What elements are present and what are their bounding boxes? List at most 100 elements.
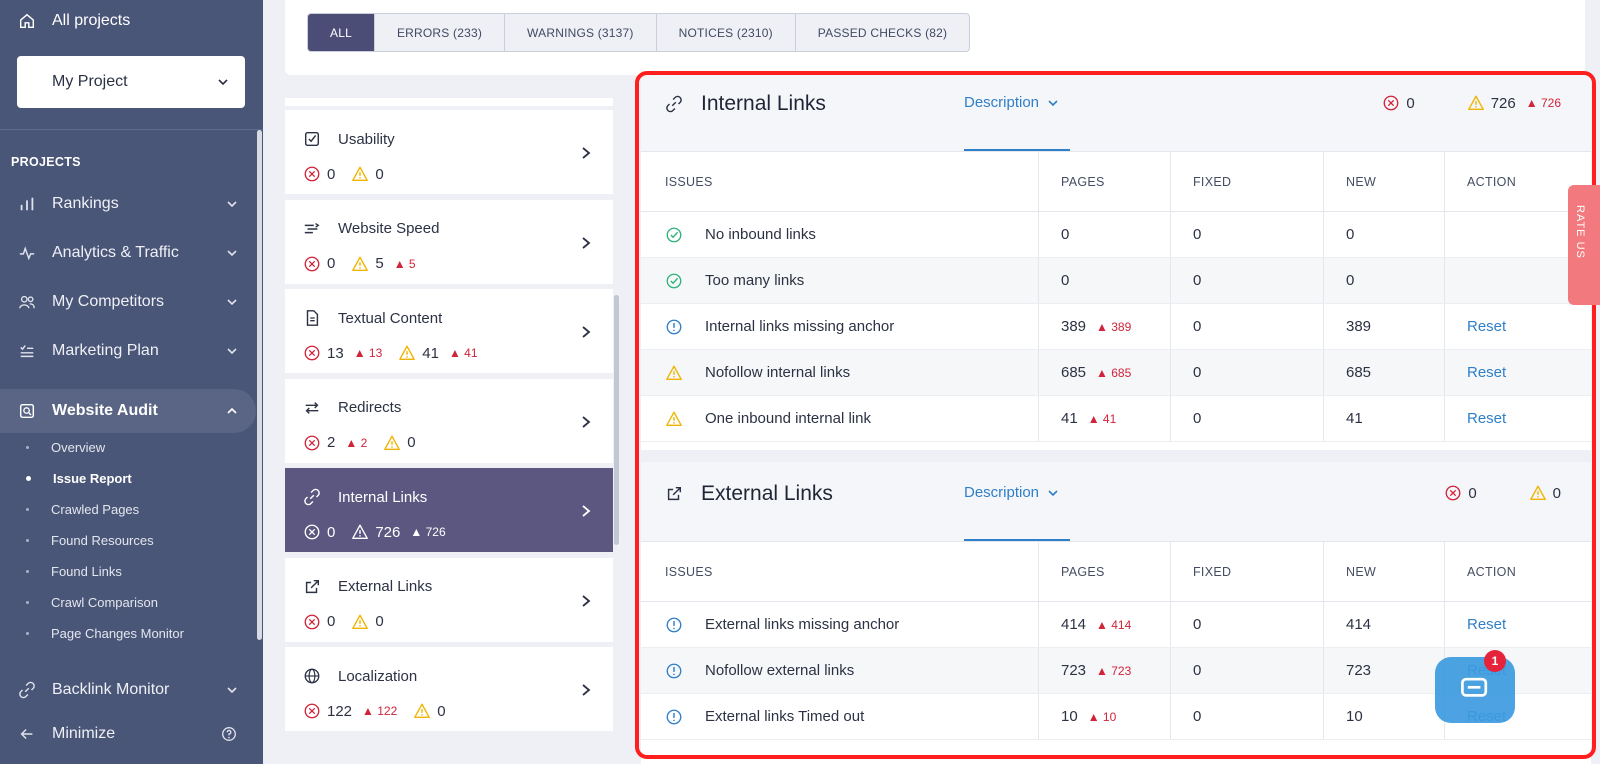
warnings-stat: 0 — [383, 434, 416, 452]
errors-new-count: ▲ 13 — [353, 346, 383, 360]
category-title: External Links — [303, 578, 432, 596]
sidebar-item-backlink-monitor[interactable]: Backlink Monitor — [0, 668, 256, 712]
category-stats: 2 ▲ 2 0 — [303, 434, 432, 452]
sidebar-subitem-found-links[interactable]: Found Links — [26, 564, 122, 579]
reset-link[interactable]: Reset — [1467, 410, 1507, 427]
error-icon — [304, 166, 320, 182]
pages-new-value: 41 — [1102, 411, 1117, 426]
category-item[interactable]: Localization 122 ▲ 122 0 — [285, 647, 613, 731]
table-row: External links missing anchor 414 ▲ 414 0… — [641, 602, 1591, 648]
sidebar-subitem-issue-report[interactable]: Issue Report — [26, 471, 132, 486]
external-link-icon — [667, 486, 682, 501]
sidebar-subitem-page-changes-monitor[interactable]: Page Changes Monitor — [26, 626, 184, 641]
pages-count: 41 — [1061, 410, 1078, 427]
checklist-icon — [20, 345, 34, 358]
description-toggle[interactable]: Description — [964, 484, 1059, 501]
pages-new-value: 414 — [1111, 617, 1132, 632]
all-projects-link[interactable]: All projects — [18, 12, 130, 30]
category-title-text: Localization — [338, 667, 418, 685]
category-list-scrollbar[interactable] — [614, 295, 619, 545]
sidebar-subitem-overview[interactable]: Overview — [26, 440, 105, 455]
reset-link[interactable]: Reset — [1467, 616, 1507, 633]
errors-stat: 0 — [303, 165, 335, 183]
chevron-down-icon — [227, 299, 237, 306]
rate-us-tab[interactable]: RATE US — [1568, 185, 1600, 305]
sidebar-subitem-crawl-comparison[interactable]: Crawl Comparison — [26, 595, 158, 610]
column-fixed: FIXED — [1171, 542, 1324, 601]
fixed-cell: 0 — [1171, 648, 1324, 693]
chevron-right-icon — [582, 594, 591, 607]
sidebar-item-analytics[interactable]: Analytics & Traffic — [0, 231, 256, 275]
errors-count: 0 — [1406, 94, 1415, 112]
tab-passed-checks[interactable]: PASSED CHECKS (82) — [817, 25, 948, 40]
section-stats: 0 726 ▲ 726 — [1330, 94, 1561, 112]
warning-icon — [666, 411, 682, 426]
column-pages: PAGES — [1039, 542, 1171, 601]
category-item[interactable]: Usability 0 0 — [285, 110, 613, 194]
warning-icon — [414, 703, 431, 718]
category-title: Textual Content — [303, 309, 442, 327]
chevron-up-icon — [227, 407, 237, 414]
sidebar-scrollbar[interactable] — [257, 130, 262, 640]
category-item[interactable]: Textual Content 13 ▲ 13 41 ▲ 41 — [285, 289, 613, 373]
warnings-count: 0 — [437, 702, 446, 720]
issue-cell: Nofollow external links — [641, 648, 1039, 693]
warnings-count: 726 — [1490, 94, 1516, 112]
errors-count: 2 — [327, 434, 336, 451]
minimize-label: Minimize — [52, 725, 116, 742]
tab-notices[interactable]: NOTICES (2310) — [657, 14, 796, 51]
pages-cell: 0 — [1039, 258, 1171, 303]
warning-icon — [384, 435, 401, 450]
tab-all[interactable]: ALL — [308, 14, 375, 51]
category-title-text: External Links — [338, 578, 433, 595]
sidebar: All projects My Project PROJECTS Ranking… — [0, 0, 263, 764]
chevron-right-icon — [582, 415, 591, 428]
sidebar-item-label: My Competitors — [52, 293, 165, 310]
errors-stat: 0 — [303, 613, 335, 631]
minimize-button[interactable]: Minimize — [0, 712, 256, 756]
reset-link[interactable]: Reset — [1467, 318, 1507, 335]
help-icon[interactable] — [220, 725, 238, 743]
fixed-cell: 0 — [1171, 304, 1324, 349]
all-projects-label: All projects — [52, 12, 131, 29]
pages-cell: 389 ▲ 389 — [1039, 304, 1171, 349]
issue-name: Too many links — [705, 272, 805, 289]
fixed-cell: 0 — [1171, 694, 1324, 739]
errors-new-value: 122 — [377, 704, 398, 718]
pages-count: 10 — [1061, 708, 1078, 725]
check-circle-icon — [666, 227, 682, 242]
pages-new-count: ▲ 414 — [1096, 617, 1132, 632]
warnings-count: 726 — [375, 523, 401, 541]
warnings-count: 0 — [375, 165, 384, 183]
info-icon — [666, 319, 682, 334]
sidebar-item-marketing-plan[interactable]: Marketing Plan — [0, 329, 256, 373]
reset-link[interactable]: Reset — [1467, 364, 1507, 381]
sidebar-item-website-audit[interactable]: Website Audit — [0, 389, 256, 433]
tab-warnings[interactable]: WARNINGS (3137) — [505, 14, 657, 51]
sidebar-item-competitors[interactable]: My Competitors — [0, 280, 256, 324]
error-icon — [304, 256, 320, 271]
pages-cell: 723 ▲ 723 — [1039, 648, 1171, 693]
bar-chart-icon — [20, 197, 34, 211]
chat-notification-badge: 1 — [1484, 650, 1506, 672]
project-selector[interactable]: My Project — [17, 56, 245, 108]
warnings-count: 0 — [1552, 484, 1561, 502]
category-item[interactable]: Internal Links 0 726 ▲ 726 — [285, 468, 613, 552]
sidebar-subitem-found-resources[interactable]: Found Resources — [26, 533, 154, 548]
category-item[interactable]: External Links 0 0 — [285, 557, 613, 642]
sidebar-item-rankings[interactable]: Rankings — [0, 182, 256, 226]
link-icon — [304, 488, 320, 506]
tab-errors[interactable]: ERRORS (233) — [375, 14, 506, 51]
subitem-label: Issue Report — [53, 471, 132, 486]
category-item[interactable]: Website Speed 0 5 ▲ 5 — [285, 199, 613, 284]
sidebar-subitem-crawled-pages[interactable]: Crawled Pages — [26, 502, 139, 517]
speed-icon — [304, 222, 320, 233]
chevron-down-icon — [227, 201, 237, 208]
category-stats: 0 5 ▲ 5 — [303, 255, 432, 273]
warnings-stat: 5 ▲ 5 — [351, 255, 416, 273]
category-list: Usability 0 0 Website Speed 0 5 ▲ 5 Textu… — [285, 98, 613, 748]
pages-new-value: 685 — [1111, 365, 1132, 380]
description-toggle[interactable]: Description — [964, 94, 1059, 111]
category-title-text: Usability — [338, 130, 395, 148]
category-item[interactable]: Redirects 2 ▲ 2 0 — [285, 378, 613, 463]
